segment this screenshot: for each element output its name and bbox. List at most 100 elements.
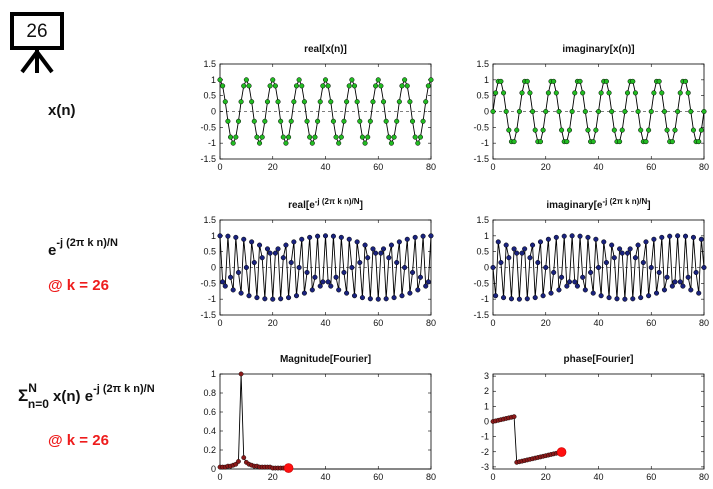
data-point (370, 99, 376, 105)
data-point (362, 242, 368, 248)
data-point (315, 233, 321, 239)
data-point (653, 290, 660, 296)
data-point (598, 90, 604, 96)
x-tick-label: 40 (320, 472, 330, 482)
data-point (559, 127, 565, 133)
data-point (272, 250, 278, 256)
data-point (228, 134, 234, 140)
y-tick-label: 0 (484, 417, 489, 427)
x-tick-label: 20 (268, 472, 278, 482)
data-point (267, 250, 273, 256)
data-point (217, 233, 223, 239)
data-point (259, 134, 265, 140)
data-point (259, 255, 265, 261)
sum-upper: N (28, 381, 37, 395)
data-point (690, 234, 697, 240)
data-point (262, 296, 268, 302)
data-point (514, 127, 520, 133)
data-point (551, 78, 557, 84)
data-point (238, 99, 244, 105)
x-tick-label: 60 (646, 162, 656, 172)
data-point (370, 246, 376, 252)
plot-p2: 0 20 40 60 80 1.5 1 0.5 0 -0.5 -1 -1.5 (473, 59, 709, 172)
data-point (638, 127, 644, 133)
data-point (407, 290, 413, 296)
data-point (341, 118, 347, 124)
x-tick-label: 60 (373, 472, 383, 482)
data-point (288, 118, 294, 124)
data-point (501, 90, 507, 96)
data-point (690, 127, 697, 133)
chart-title-p1: real[x(n)] (304, 44, 347, 55)
data-point (241, 455, 247, 460)
data-point (404, 236, 410, 242)
x-tick-label: 20 (541, 318, 551, 328)
data-point (325, 83, 331, 89)
y-tick-label: 0 (211, 107, 216, 117)
x-tick-label: 80 (699, 162, 709, 172)
y-tick-label: -0.5 (200, 278, 216, 288)
x-tick-label: 40 (593, 472, 603, 482)
data-point (514, 250, 520, 256)
data-point (338, 134, 344, 140)
data-point (617, 246, 623, 252)
data-point (249, 239, 255, 245)
data-point (503, 242, 509, 248)
y-tick-label: -1 (208, 138, 216, 148)
data-point (233, 134, 239, 140)
data-point (619, 250, 625, 256)
data-point (622, 108, 628, 115)
x-tick-label: 0 (490, 472, 495, 482)
data-point (275, 246, 281, 252)
data-point (624, 90, 631, 96)
chart-title-p6: phase[Fourier] (563, 354, 633, 365)
data-point (664, 274, 670, 280)
data-point (375, 77, 381, 83)
y-tick-label: 1.5 (203, 59, 216, 69)
sigma-symbol: Σ (18, 386, 29, 405)
data-point (362, 140, 368, 146)
data-point (312, 274, 318, 280)
data-point (659, 234, 665, 240)
y-tick-label: -3 (481, 462, 489, 472)
data-point (506, 127, 512, 133)
data-point (669, 139, 675, 145)
data-point (698, 127, 704, 133)
data-point (322, 233, 329, 239)
x-tick-label: 60 (646, 472, 656, 482)
data-point (701, 108, 707, 115)
data-point (638, 295, 644, 301)
data-point (646, 127, 652, 133)
data-point (280, 134, 286, 140)
data-point (688, 108, 694, 115)
data-point (682, 78, 689, 84)
data-point (386, 134, 392, 140)
label-basis: e-j (2π k n)/N (48, 237, 118, 259)
x-tick-label: 40 (320, 318, 330, 328)
data-point (315, 118, 321, 124)
data-point (246, 83, 252, 89)
y-tick-label: -2 (481, 447, 489, 457)
chart-title-p3: real[e-j (2π k n)/N] (288, 197, 363, 211)
projector-screen-icon: 26 (10, 12, 64, 50)
data-point (388, 242, 394, 248)
data-point (325, 279, 331, 285)
data-point (243, 77, 249, 83)
y-tick-label: 1.5 (476, 215, 489, 225)
data-point (375, 296, 381, 302)
y-tick-label: -1 (208, 294, 216, 304)
x-tick-label: 0 (490, 318, 495, 328)
data-point (293, 293, 300, 299)
data-point (530, 108, 536, 115)
y-tick-label: 1 (484, 231, 489, 241)
data-point (415, 287, 421, 293)
data-point (501, 295, 507, 301)
data-point (357, 118, 363, 124)
data-point (299, 236, 305, 242)
data-point (495, 239, 501, 245)
data-point (336, 140, 342, 146)
data-point (651, 90, 657, 96)
data-point (283, 140, 289, 146)
data-point (328, 283, 334, 289)
data-point (317, 283, 323, 289)
